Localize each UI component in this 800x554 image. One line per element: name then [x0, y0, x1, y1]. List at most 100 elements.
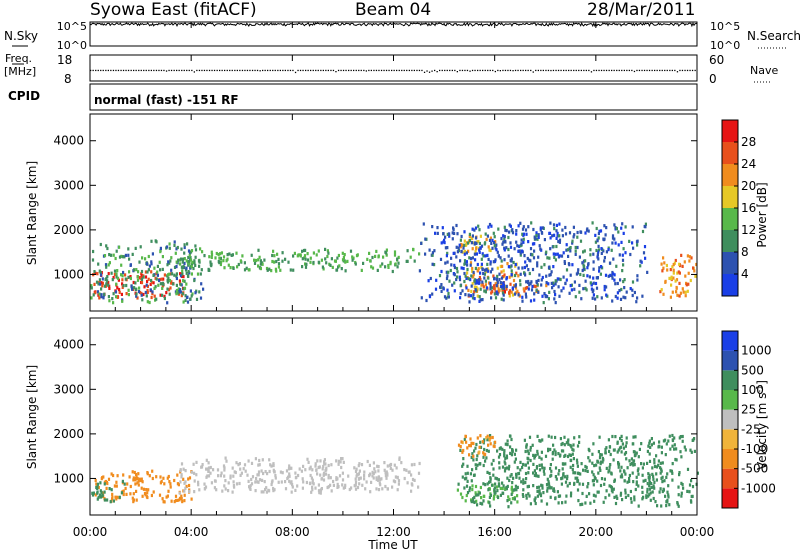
power-cell	[692, 266, 695, 270]
velocity-cell	[658, 445, 661, 449]
power-cell	[279, 268, 282, 272]
velocity-cell	[622, 446, 626, 450]
power-cell	[505, 287, 508, 291]
velocity-cell	[553, 489, 556, 493]
velocity-cell	[524, 471, 528, 476]
velocity-cell	[274, 476, 277, 480]
freq-point	[489, 69, 491, 72]
power-cell	[482, 271, 485, 276]
velocity-cell	[365, 480, 368, 484]
velocity-cell	[648, 439, 651, 443]
velocity-cell	[680, 481, 683, 485]
velocity-cell	[336, 485, 339, 489]
power-cell	[539, 228, 542, 232]
velocity-cell	[476, 454, 479, 458]
power-cell	[514, 263, 517, 267]
power-cell	[455, 255, 458, 259]
velocity-cbar-tick-label: 25	[741, 403, 756, 417]
velocity-cell	[539, 439, 542, 443]
power-cell	[443, 241, 446, 245]
power-cell	[255, 258, 258, 263]
power-cell	[137, 270, 140, 274]
velocity-cell	[307, 460, 310, 464]
velocity-cell	[97, 485, 100, 490]
power-cell	[632, 246, 635, 250]
velocity-cell	[335, 477, 338, 482]
velocity-cell	[671, 438, 675, 443]
velocity-cell	[108, 487, 111, 491]
velocity-cell	[481, 502, 484, 506]
power-cell	[474, 249, 477, 254]
power-cell	[409, 255, 412, 259]
velocity-cell	[497, 455, 501, 459]
power-cell	[472, 293, 475, 297]
x-tick-label: 08:00	[275, 525, 310, 539]
velocity-cell	[688, 483, 692, 487]
velocity-cell	[187, 477, 190, 481]
power-cell	[536, 264, 539, 268]
velocity-cell	[515, 488, 518, 492]
power-cell	[475, 247, 478, 251]
power-cell	[489, 248, 492, 253]
power-cell	[556, 277, 559, 281]
power-cell	[458, 275, 461, 279]
velocity-cell	[393, 463, 396, 467]
velocity-cell	[493, 490, 497, 494]
velocity-cell	[469, 444, 472, 448]
velocity-cell	[151, 469, 154, 473]
velocity-cell	[384, 474, 387, 478]
freq-point	[621, 69, 623, 72]
power-cell	[500, 270, 503, 274]
velocity-cell	[675, 447, 678, 451]
power-cell	[418, 269, 421, 273]
power-cell	[193, 259, 196, 263]
velocity-cell	[235, 461, 238, 465]
power-cell	[375, 249, 378, 253]
power-cell	[382, 255, 385, 259]
freq-point	[211, 69, 213, 72]
power-cell	[468, 256, 471, 260]
power-cell	[541, 294, 544, 298]
velocity-cell	[203, 482, 206, 486]
power-cell	[181, 272, 184, 276]
freq-point	[272, 69, 274, 72]
power-cell	[327, 251, 330, 255]
power-cell	[167, 273, 170, 277]
power-cell	[406, 259, 409, 263]
power-cell	[218, 256, 221, 260]
power-cell	[179, 272, 182, 276]
power-cell	[488, 222, 492, 227]
power-cell	[509, 245, 513, 249]
velocity-cell	[329, 476, 332, 480]
power-cell	[563, 260, 566, 264]
power-cell	[287, 260, 290, 264]
power-cell	[473, 241, 476, 245]
power-cell	[110, 271, 113, 275]
power-cell	[473, 228, 476, 232]
power-cell	[680, 253, 683, 257]
power-cell	[508, 223, 511, 227]
velocity-cell	[679, 450, 682, 454]
power-cell	[526, 256, 529, 261]
power-cell	[478, 250, 481, 254]
velocity-cell	[653, 486, 656, 490]
power-cell	[146, 270, 149, 274]
power-cell	[210, 250, 213, 254]
power-cell	[187, 270, 190, 274]
power-cell	[628, 239, 631, 243]
freq-point	[360, 69, 362, 72]
velocity-cell	[470, 479, 473, 483]
power-cell	[433, 263, 436, 267]
velocity-cell	[503, 460, 506, 464]
power-cell	[531, 253, 534, 257]
power-cell	[154, 285, 157, 289]
power-cell	[133, 268, 136, 272]
power-cell	[303, 256, 306, 260]
velocity-cell	[318, 465, 321, 469]
velocity-cell	[671, 478, 674, 482]
freq-point	[509, 69, 512, 72]
velocity-cell	[132, 492, 135, 496]
power-cell	[281, 259, 284, 263]
velocity-cell	[247, 479, 250, 483]
